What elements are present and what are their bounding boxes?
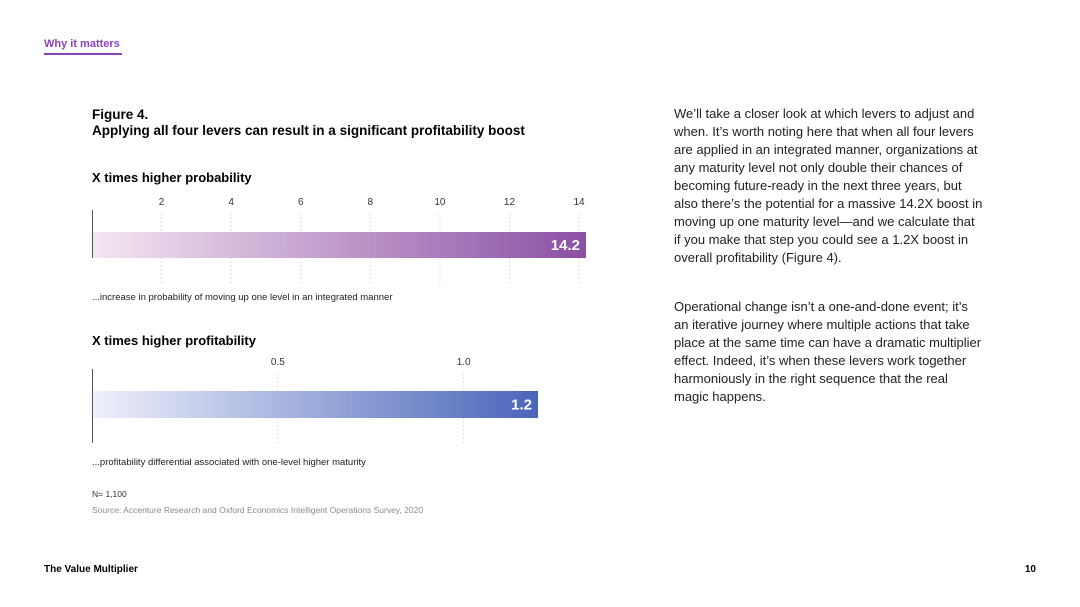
- x-tick-label: 1.0: [457, 357, 471, 368]
- bar-value-label: 1.2: [511, 397, 532, 414]
- bar-value-label: 14.2: [551, 237, 580, 254]
- chart-1-caption: ...increase in probability of moving up …: [92, 292, 393, 303]
- figure-title: Applying all four levers can result in a…: [92, 123, 525, 138]
- section-tag-underline: [44, 53, 122, 55]
- body-paragraph-2: Operational change isn’t a one-and-done …: [674, 299, 982, 404]
- x-tick-label: 12: [504, 197, 516, 208]
- x-tick-label: 14: [573, 197, 585, 208]
- section-tag: Why it matters: [44, 38, 120, 50]
- x-tick-label: 10: [434, 197, 446, 208]
- profitability-chart: 0.5 1.0 1.2: [92, 357, 538, 445]
- x-tick-label: 2: [159, 197, 165, 208]
- x-tick-label: 6: [298, 197, 304, 208]
- x-tick-label: 0.5: [271, 357, 285, 368]
- probability-chart: 2 4 6 8 10 12 14 14.2: [92, 197, 586, 285]
- x-tick-label: 4: [228, 197, 234, 208]
- chart-2-caption: ...profitability differential associated…: [92, 457, 366, 468]
- chart-1-title: X times higher probability: [92, 170, 252, 185]
- page-number: 10: [1024, 564, 1036, 575]
- bar: [93, 391, 538, 418]
- bar: [93, 232, 586, 258]
- source-note: Source: Accenture Research and Oxford Ec…: [92, 505, 424, 515]
- figure-number: Figure 4.: [92, 107, 149, 122]
- footer-title: The Value Multiplier: [44, 564, 138, 575]
- x-tick-label: 8: [368, 197, 374, 208]
- chart-2-title: X times higher profitability: [92, 333, 256, 348]
- sample-size-note: N= 1,100: [92, 489, 127, 499]
- body-paragraph-1: We’ll take a closer look at which levers…: [674, 106, 983, 265]
